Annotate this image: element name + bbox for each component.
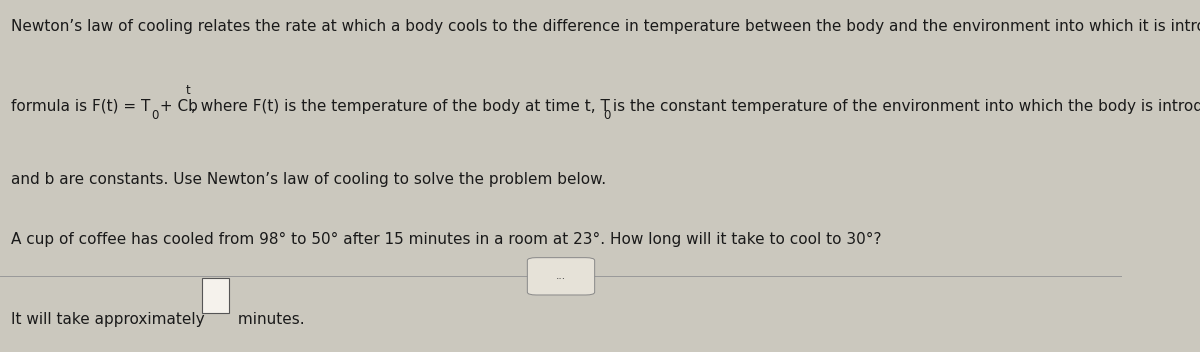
Text: + Cb: + Cb <box>155 99 198 114</box>
Text: ...: ... <box>556 271 566 281</box>
Text: 0: 0 <box>151 109 158 122</box>
Text: formula is F(t) = T: formula is F(t) = T <box>11 99 150 114</box>
Text: , where F(t) is the temperature of the body at time t, T: , where F(t) is the temperature of the b… <box>191 99 610 114</box>
Text: A cup of coffee has cooled from 98° to 50° after 15 minutes in a room at 23°. Ho: A cup of coffee has cooled from 98° to 5… <box>11 232 882 247</box>
Text: is the constant temperature of the environment into which the body is introduced: is the constant temperature of the envir… <box>608 99 1200 114</box>
Text: It will take approximately: It will take approximately <box>11 312 210 327</box>
Text: and b are constants. Use Newton’s law of cooling to solve the problem below.: and b are constants. Use Newton’s law of… <box>11 172 606 188</box>
FancyBboxPatch shape <box>527 258 595 295</box>
Text: Newton’s law of cooling relates the rate at which a body cools to the difference: Newton’s law of cooling relates the rate… <box>11 19 1200 34</box>
Text: 0: 0 <box>602 109 610 122</box>
FancyBboxPatch shape <box>203 278 229 313</box>
Text: t: t <box>185 84 190 98</box>
Text: minutes.: minutes. <box>233 312 305 327</box>
